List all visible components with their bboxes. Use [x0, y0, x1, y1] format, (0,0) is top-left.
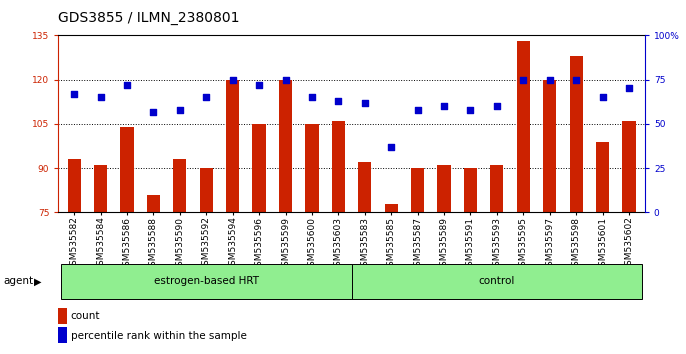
Point	[571, 77, 582, 82]
Bar	[358, 162, 371, 212]
Bar	[332, 121, 345, 212]
Bar	[569, 56, 582, 212]
Bar	[174, 159, 187, 212]
Bar	[543, 80, 556, 212]
Point	[597, 95, 608, 100]
Point	[174, 107, 185, 113]
Bar	[94, 165, 107, 212]
Bar	[200, 168, 213, 212]
Text: GDS3855 / ILMN_2380801: GDS3855 / ILMN_2380801	[58, 11, 240, 25]
Bar	[622, 121, 636, 212]
Bar	[411, 168, 424, 212]
Point	[412, 107, 423, 113]
Point	[148, 109, 159, 114]
Bar	[517, 41, 530, 212]
Bar	[464, 168, 477, 212]
Point	[121, 82, 132, 88]
Point	[438, 103, 449, 109]
Point	[624, 86, 635, 91]
Point	[227, 77, 238, 82]
Point	[95, 95, 106, 100]
Bar	[596, 142, 609, 212]
Bar	[147, 195, 160, 212]
Bar	[490, 165, 504, 212]
Bar	[351, 264, 642, 299]
Point	[201, 95, 212, 100]
Point	[254, 82, 265, 88]
Point	[359, 100, 370, 105]
Point	[544, 77, 555, 82]
Point	[465, 107, 476, 113]
Bar	[305, 124, 318, 212]
Bar	[67, 159, 81, 212]
Text: ▶: ▶	[34, 276, 42, 286]
Point	[491, 103, 502, 109]
Text: control: control	[479, 276, 515, 286]
Point	[307, 95, 318, 100]
Bar	[226, 80, 239, 212]
Point	[280, 77, 291, 82]
Bar	[438, 165, 451, 212]
Text: percentile rank within the sample: percentile rank within the sample	[71, 331, 246, 341]
Point	[518, 77, 529, 82]
Point	[69, 91, 80, 97]
Text: estrogen-based HRT: estrogen-based HRT	[154, 276, 259, 286]
Bar	[61, 264, 351, 299]
Bar	[252, 124, 265, 212]
Point	[333, 98, 344, 104]
Bar	[385, 204, 398, 212]
Text: agent: agent	[3, 276, 34, 286]
Point	[386, 144, 397, 150]
Bar	[279, 80, 292, 212]
Text: count: count	[71, 311, 100, 321]
Bar	[121, 127, 134, 212]
